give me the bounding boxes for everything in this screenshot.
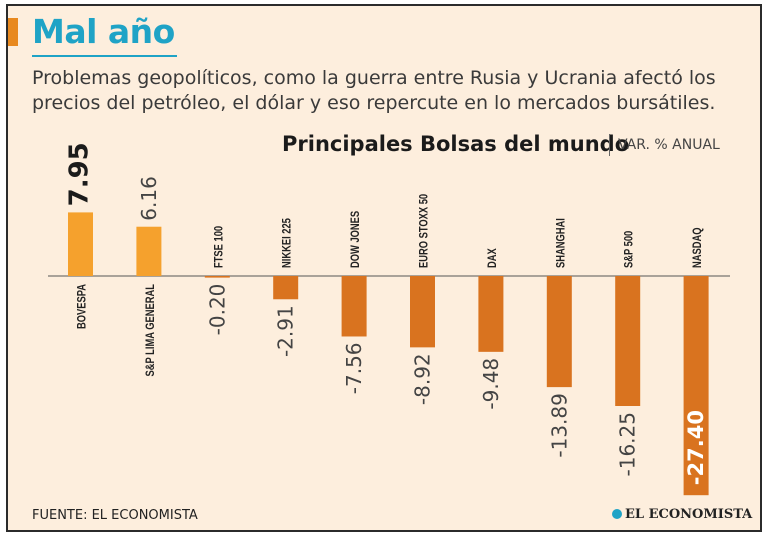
bar-bovespa <box>68 212 93 276</box>
bar-nasdaq <box>683 276 709 496</box>
value-label-shanghai: -13.89 <box>547 393 571 457</box>
bar-chart: BOVESPA 7.95 S&P LIMA GENERAL 6.16 FTSE 100 -… <box>48 142 730 496</box>
category-label-shanghai: SHANGHAI <box>554 218 567 268</box>
bar-shanghai <box>546 276 572 388</box>
category-label-euro-stoxx-50: EURO STOXX 50 <box>417 194 430 268</box>
value-label-dax: -9.48 <box>479 358 503 410</box>
value-label-bovespa: 7.95 <box>65 142 95 206</box>
value-label-euro-stoxx-50: -8.92 <box>411 353 435 405</box>
source-note: FUENTE: EL ECONOMISTA <box>32 508 198 523</box>
category-label-s-p-500: S&P 500 <box>623 231 636 268</box>
bar-euro-stoxx-50 <box>410 276 435 348</box>
publisher-logo: EL ECONOMISTA <box>612 507 752 522</box>
value-label-dow-jones: -7.56 <box>342 342 366 394</box>
value-label-nasdaq: -27.40 <box>684 410 708 485</box>
page-subtitle: Problemas geopolíticos, como la guerra e… <box>32 67 716 114</box>
chart-title: Principales Bolsas del mundo <box>282 132 630 156</box>
category-label-nasdaq: NASDAQ <box>691 227 704 268</box>
value-label-nikkei-225: -2.91 <box>274 305 298 357</box>
bar-nikkei-225 <box>273 276 299 300</box>
category-label-s-p-lima-general: S&P LIMA GENERAL <box>144 284 157 377</box>
bar-dax <box>478 276 504 352</box>
page-title: Mal año <box>32 12 175 51</box>
bar-dow-jones <box>341 276 367 337</box>
title-underline <box>32 55 177 57</box>
category-label-dax: DAX <box>486 248 499 268</box>
infographic-frame: Mal año Problemas geopolíticos, como la … <box>6 4 762 532</box>
logo-icon <box>612 509 622 519</box>
value-label-ftse-100: -0.20 <box>205 284 229 336</box>
chart-subtitle: VAR. % ANUAL <box>618 137 720 153</box>
bar-ftse-100 <box>204 276 230 278</box>
title-accent-bar <box>8 18 18 46</box>
chart-title-divider <box>609 134 610 156</box>
category-label-ftse-100: FTSE 100 <box>212 226 225 268</box>
value-label-s-p-500: -16.25 <box>616 412 640 476</box>
category-label-bovespa: BOVESPA <box>75 284 88 329</box>
value-label-s-p-lima-general: 6.16 <box>137 176 161 221</box>
bar-s-p-500 <box>615 276 641 406</box>
logo-text: EL ECONOMISTA <box>625 507 753 522</box>
bar-s-p-lima-general <box>136 226 162 276</box>
category-label-dow-jones: DOW JONES <box>349 211 362 268</box>
category-label-nikkei-225: NIKKEI 225 <box>281 218 294 268</box>
